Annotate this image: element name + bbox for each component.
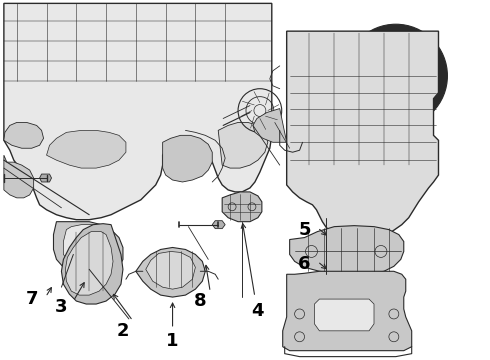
- Text: 6: 6: [298, 255, 311, 273]
- Text: 1: 1: [166, 332, 179, 350]
- Polygon shape: [315, 299, 374, 331]
- Polygon shape: [163, 135, 212, 182]
- Text: 7: 7: [25, 290, 38, 308]
- Text: 4: 4: [252, 302, 264, 320]
- Polygon shape: [290, 226, 404, 274]
- Text: 8: 8: [194, 292, 207, 310]
- Polygon shape: [63, 225, 115, 269]
- Polygon shape: [4, 3, 272, 220]
- Polygon shape: [40, 174, 51, 182]
- Polygon shape: [146, 251, 196, 289]
- Circle shape: [388, 68, 404, 84]
- Polygon shape: [287, 31, 439, 239]
- Polygon shape: [53, 222, 123, 276]
- Polygon shape: [222, 192, 262, 222]
- Text: 3: 3: [55, 298, 68, 316]
- Polygon shape: [4, 122, 44, 148]
- Polygon shape: [218, 122, 268, 168]
- Circle shape: [344, 24, 447, 127]
- Polygon shape: [253, 109, 287, 142]
- Text: 2: 2: [117, 322, 129, 340]
- Polygon shape: [136, 247, 205, 297]
- Polygon shape: [65, 231, 113, 295]
- Polygon shape: [4, 155, 34, 198]
- Polygon shape: [61, 224, 123, 304]
- Polygon shape: [283, 271, 412, 351]
- Polygon shape: [47, 130, 126, 168]
- Text: 5: 5: [298, 221, 311, 239]
- Polygon shape: [212, 221, 225, 229]
